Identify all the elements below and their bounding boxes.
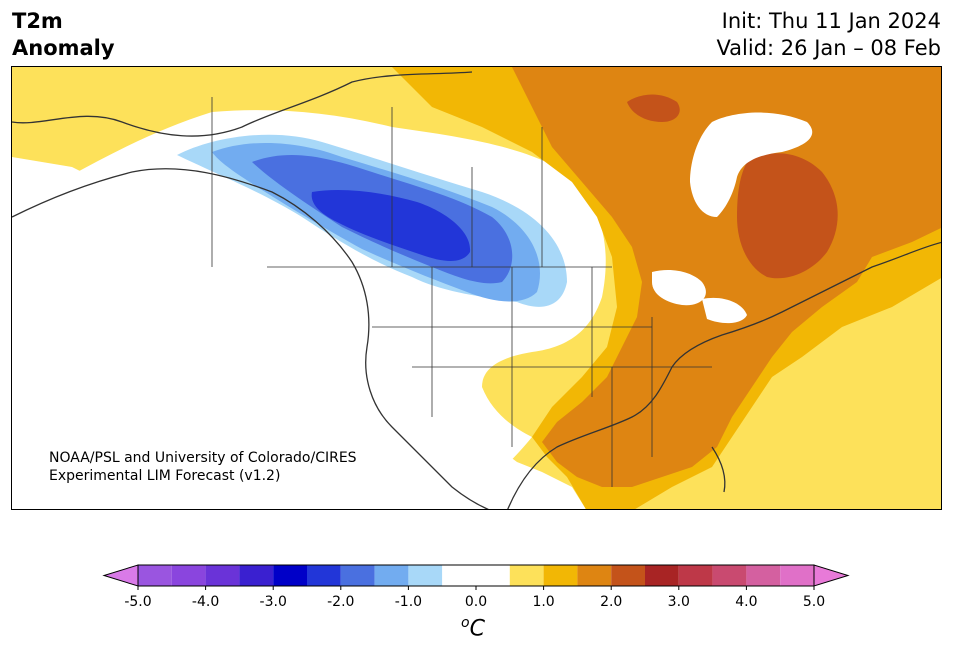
map-svg	[12, 67, 941, 509]
colorbar: -5.0 -4.0 -3.0 -2.0 -1.0 0.0 1.0 2.0 3.0 4.0 5.0	[102, 564, 850, 610]
colorbar-bin	[239, 565, 274, 586]
hudson-bay	[690, 112, 813, 217]
unit-celsius: C	[469, 616, 485, 642]
credit-line-1: NOAA/PSL and University of Colorado/CIRE…	[49, 450, 357, 466]
colorbar-bin	[307, 565, 341, 586]
positive-core-region	[627, 94, 838, 279]
colorbar-bins	[138, 565, 814, 586]
title-line-1: T2m	[12, 9, 63, 33]
unit-label: oC	[461, 615, 485, 641]
colorbar-over-arrow	[813, 564, 850, 587]
unit-degree: o	[461, 615, 470, 631]
colorbar-bin	[442, 565, 510, 586]
colorbar-bin	[780, 565, 814, 586]
colorbar-bin	[611, 565, 645, 586]
colorbar-bin	[273, 565, 307, 586]
colorbar-bin	[205, 565, 240, 586]
map-title: T2m Anomaly	[12, 8, 115, 62]
colorbar-bin	[340, 565, 375, 586]
colorbar-tick-label: 5.0	[803, 594, 825, 610]
colorbar-bin	[678, 565, 713, 586]
colorbar-bin	[543, 565, 578, 586]
colorbar-bin	[712, 565, 747, 586]
colorbar-ticks: -5.0 -4.0 -3.0 -2.0 -1.0 0.0 1.0 2.0 3.0 4.0 5.0	[124, 586, 825, 610]
colorbar-bin	[577, 565, 612, 586]
init-date: Init: Thu 11 Jan 2024	[721, 9, 941, 33]
colorbar-bin	[374, 565, 409, 586]
great-lakes	[652, 270, 747, 324]
colorbar-tick-label: 3.0	[668, 594, 690, 610]
negative-core-region	[311, 190, 471, 261]
colorbar-tick-label: 4.0	[735, 594, 757, 610]
colorbar-tick-label: -5.0	[124, 594, 151, 610]
colorbar-tick-label: -1.0	[395, 594, 422, 610]
coastlines	[12, 71, 941, 509]
colorbar-bin	[509, 565, 544, 586]
colorbar-tick-label: -3.0	[260, 594, 287, 610]
credit-text: NOAA/PSL and University of Colorado/CIRE…	[49, 449, 357, 485]
colorbar-bin	[408, 565, 443, 586]
colorbar-tick-label: -2.0	[327, 594, 354, 610]
colorbar-bin	[645, 565, 679, 586]
colorbar-tick-label: 0.0	[465, 594, 487, 610]
colorbar-tick-label: -4.0	[192, 594, 219, 610]
colorbar-bin	[171, 565, 206, 586]
forecast-dates: Init: Thu 11 Jan 2024 Valid: 26 Jan – 08…	[716, 8, 941, 62]
colorbar-bin	[746, 565, 781, 586]
colorbar-bin	[138, 565, 172, 586]
title-line-2: Anomaly	[12, 36, 115, 60]
credit-line-2: Experimental LIM Forecast (v1.2)	[49, 468, 281, 484]
political-borders	[211, 97, 712, 487]
positive-strong-region	[512, 67, 941, 487]
anomaly-map	[11, 66, 942, 510]
colorbar-tick-label: 2.0	[600, 594, 622, 610]
valid-range: Valid: 26 Jan – 08 Feb	[716, 36, 941, 60]
colorbar-tick-label: 1.0	[532, 594, 554, 610]
colorbar-under-arrow	[102, 564, 139, 587]
